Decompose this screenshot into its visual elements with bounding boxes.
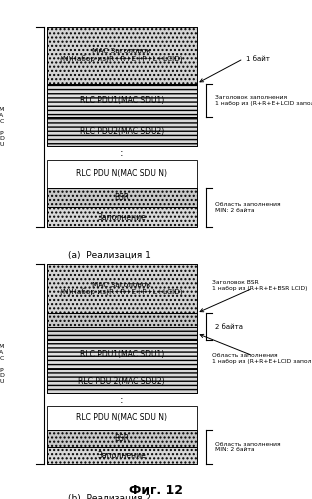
Bar — [47, 369, 197, 394]
Text: :: : — [120, 395, 124, 405]
Text: M
A
C
 
P
D
U: M A C P D U — [0, 107, 4, 147]
Bar — [47, 369, 197, 394]
Text: M
A
C
 
P
D
U: M A C P D U — [0, 344, 4, 384]
Bar — [47, 84, 197, 117]
Bar — [47, 447, 197, 464]
Text: Область заполнения
MIN: 2 байта: Область заполнения MIN: 2 байта — [215, 202, 281, 213]
Text: (a)  Реализация 1: (a) Реализация 1 — [68, 250, 151, 259]
Bar — [47, 430, 197, 447]
Bar — [47, 208, 197, 227]
Text: RLC PDU N(MAC SDU N): RLC PDU N(MAC SDU N) — [76, 169, 167, 178]
Bar — [47, 188, 197, 208]
Text: MAC Заголовок
(N)Набор из(R+R+E+F+L+LCID): MAC Заголовок (N)Набор из(R+R+E+F+L+LCID… — [60, 281, 183, 296]
Text: Заголовок заполнения
1 набор из (R+R+E+LCID заполнения): Заголовок заполнения 1 набор из (R+R+E+L… — [215, 95, 312, 106]
Bar — [47, 27, 197, 84]
Bar — [47, 430, 197, 447]
Bar — [47, 264, 197, 313]
Bar — [47, 326, 197, 340]
Bar — [47, 188, 197, 208]
Text: Заполнение: Заполнение — [97, 213, 146, 222]
Text: 2 байта: 2 байта — [215, 323, 243, 329]
Text: BSR: BSR — [114, 193, 129, 202]
Text: BSR: BSR — [114, 434, 129, 443]
Text: 1 байт: 1 байт — [246, 56, 271, 62]
Bar — [47, 264, 197, 313]
Bar — [47, 117, 197, 146]
Bar — [47, 208, 197, 227]
Bar — [47, 313, 197, 326]
Text: Заполнение: Заполнение — [97, 451, 146, 460]
Text: Область заполнения
1 набор из (R+R+E+LCID заполнения): Область заполнения 1 набор из (R+R+E+LCI… — [212, 353, 312, 364]
Bar — [47, 27, 197, 84]
Text: (b)  Реализация 2: (b) Реализация 2 — [68, 494, 151, 499]
Text: Заголовок BSR
1 набор из (R+R+E+BSR LCID): Заголовок BSR 1 набор из (R+R+E+BSR LCID… — [212, 280, 308, 291]
Bar — [47, 406, 197, 430]
Bar — [47, 160, 197, 188]
Bar — [47, 84, 197, 117]
Text: RLC PDU1(MAC SDU1): RLC PDU1(MAC SDU1) — [80, 96, 164, 105]
Bar — [47, 117, 197, 146]
Text: RLC PDU2(MAC SDU2): RLC PDU2(MAC SDU2) — [80, 127, 164, 136]
Text: RLC PDU N(MAC SDU N): RLC PDU N(MAC SDU N) — [76, 413, 167, 422]
Bar — [47, 326, 197, 340]
Text: RLC PDU1(MAC SDU1): RLC PDU1(MAC SDU1) — [80, 350, 164, 359]
Bar — [47, 340, 197, 369]
Text: :: : — [120, 148, 124, 158]
Text: RLC PDU 2(MAC SDU2): RLC PDU 2(MAC SDU2) — [78, 377, 165, 386]
Text: Фиг. 12: Фиг. 12 — [129, 484, 183, 497]
Bar — [47, 313, 197, 326]
Text: Область заполнения
MIN: 2 байта: Область заполнения MIN: 2 байта — [215, 442, 281, 453]
Text: MAC Заголовок
(N)Набор из(R+R+E+F+L+LCID): MAC Заголовок (N)Набор из(R+R+E+F+L+LCID… — [60, 48, 183, 63]
Bar — [47, 340, 197, 369]
Bar — [47, 447, 197, 464]
